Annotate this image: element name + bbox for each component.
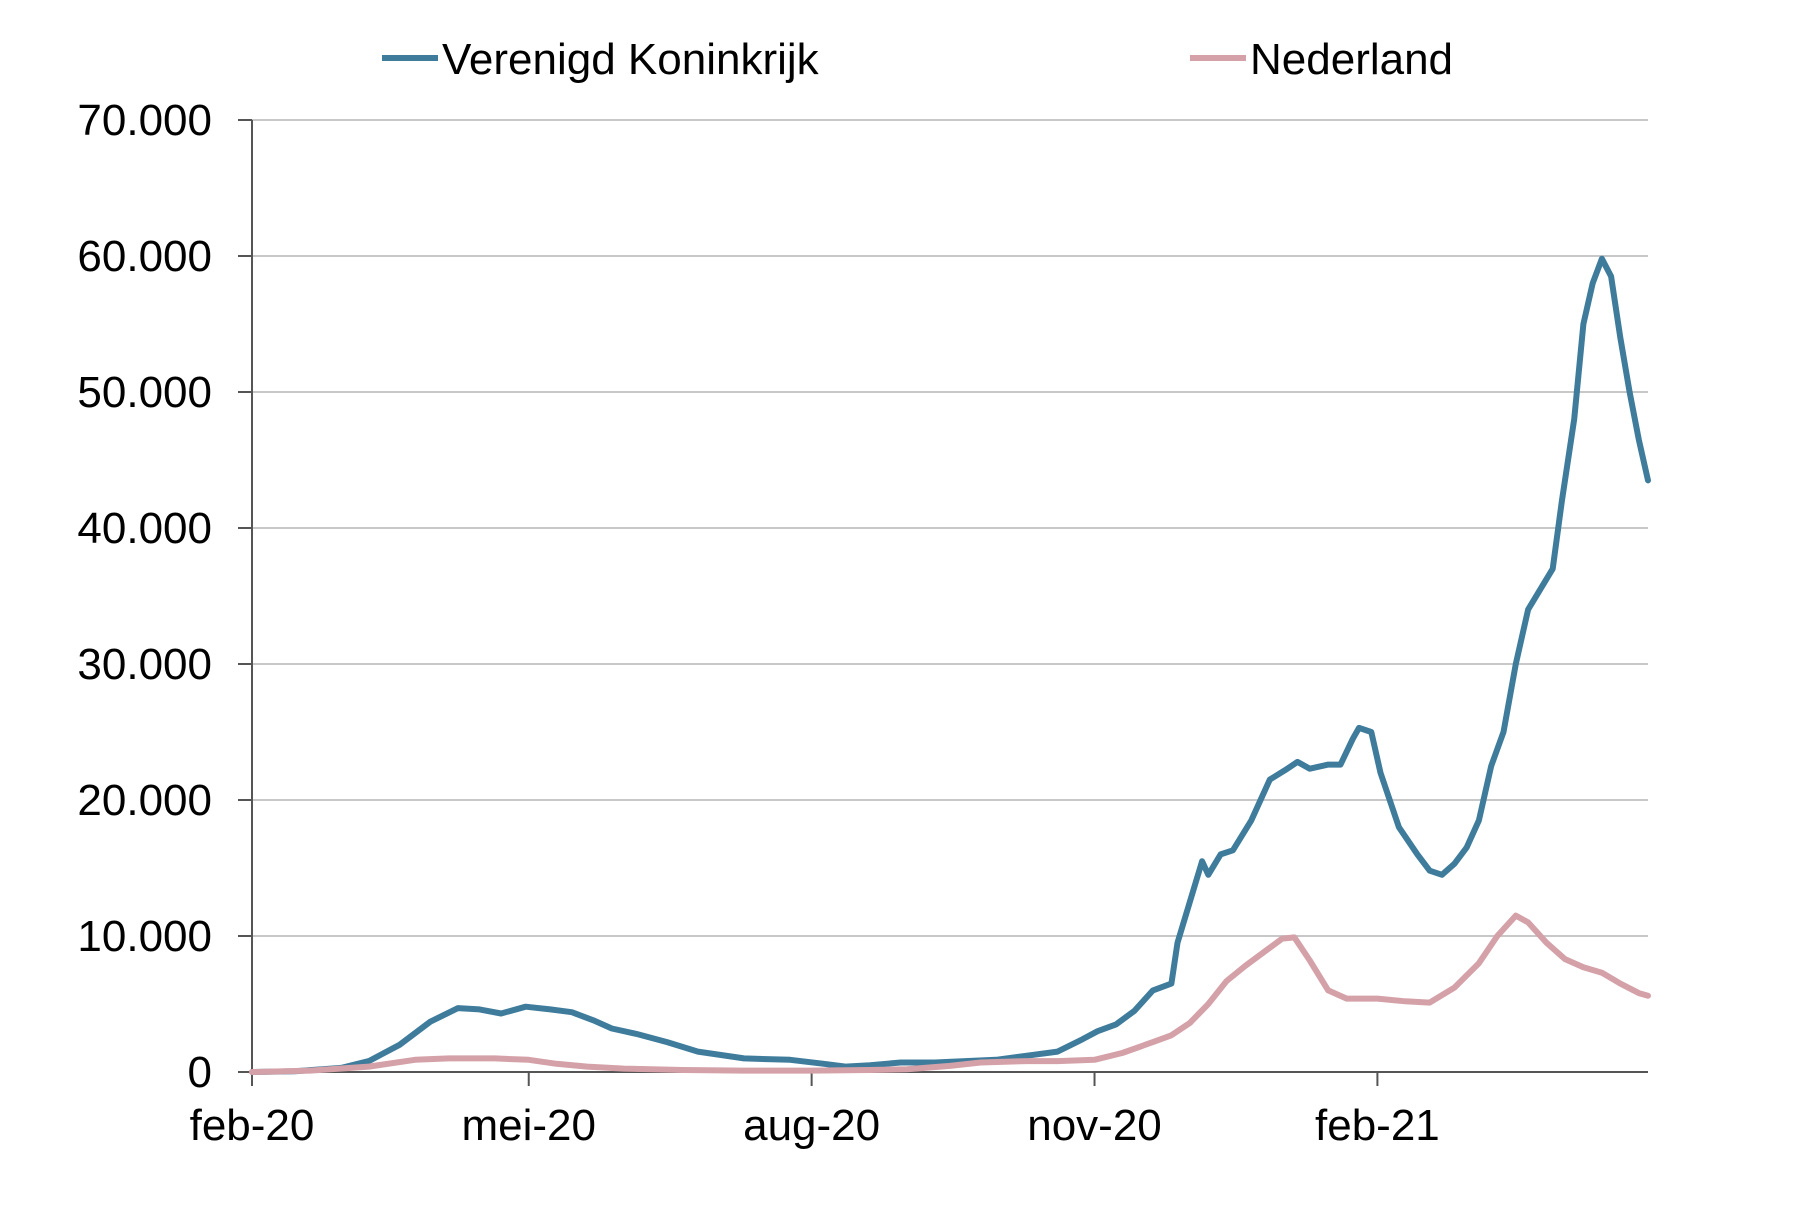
y-axis: 0 10.000 20.000 30.000 40.000 50.000 60.000 70.… <box>77 96 253 1097</box>
legend: Verenigd Koninkrijk Nederland <box>382 35 1453 84</box>
x-tick-label: nov-20 <box>1027 1101 1162 1150</box>
legend-label-series-0: Verenigd Koninkrijk <box>442 35 820 84</box>
x-tick-label: mei-20 <box>461 1101 596 1150</box>
legend-label-series-1: Nederland <box>1250 35 1453 84</box>
y-tick-label: 0 <box>188 1048 212 1097</box>
x-tick-label: feb-20 <box>190 1101 315 1150</box>
series-lines <box>249 255 1651 1075</box>
y-tick-label: 50.000 <box>77 368 212 417</box>
y-tick-label: 10.000 <box>77 912 212 961</box>
y-tick-label: 30.000 <box>77 640 212 689</box>
y-tick-label: 40.000 <box>77 504 212 553</box>
series-line-1 <box>249 912 1651 1075</box>
series-line-0 <box>249 255 1651 1075</box>
x-tick-label: aug-20 <box>743 1101 880 1150</box>
y-tick-label: 60.000 <box>77 232 212 281</box>
y-tick-label: 70.000 <box>77 96 212 145</box>
x-tick-label: feb-21 <box>1315 1101 1440 1150</box>
x-axis: feb-20 mei-20 aug-20 nov-20 feb-21 <box>190 1071 1648 1150</box>
gridlines <box>252 119 1648 937</box>
y-tick-label: 20.000 <box>77 776 212 825</box>
